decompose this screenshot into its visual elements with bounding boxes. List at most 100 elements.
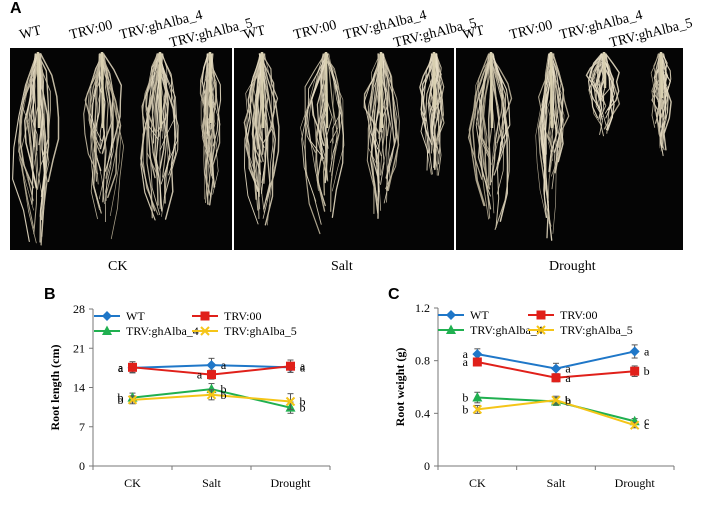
legend-item: WT xyxy=(94,309,145,323)
significance-letter: c xyxy=(644,414,649,428)
condition-label-ck: CK xyxy=(108,259,128,274)
legend-item: TRV:00 xyxy=(528,308,597,322)
data-point xyxy=(286,361,295,371)
series-group: aa b xyxy=(463,355,650,385)
root-bundle xyxy=(199,51,222,206)
significance-letter: b xyxy=(565,394,571,408)
significance-letter: a xyxy=(463,347,469,361)
significance-letter: b xyxy=(221,382,227,396)
root-bundle xyxy=(363,51,400,219)
y-tick-label: 21 xyxy=(73,341,85,355)
root-bundle xyxy=(535,51,570,241)
root-photo-ck xyxy=(10,48,232,250)
root-bundle xyxy=(650,51,672,157)
legend-item: TRV:00 xyxy=(192,309,261,323)
x-tick-label: CK xyxy=(469,476,486,490)
y-tick-label: 7 xyxy=(79,420,85,434)
legend-label: TRV:ghAlba_4 xyxy=(126,324,199,338)
y-axis-title: Root length (cm) xyxy=(48,345,62,431)
root-bundle xyxy=(300,51,345,235)
significance-letter: b xyxy=(644,364,650,378)
significance-letter: b xyxy=(300,401,306,415)
y-tick-label: 14 xyxy=(73,381,85,395)
data-point xyxy=(206,383,217,394)
legend-marker xyxy=(102,311,112,321)
significance-letter: a xyxy=(463,355,469,369)
x-tick-label: Drought xyxy=(615,476,656,490)
data-point xyxy=(472,349,483,360)
data-point xyxy=(128,362,137,372)
significance-letter: b xyxy=(118,391,124,405)
data-point xyxy=(472,392,483,402)
significance-letter: a xyxy=(118,360,124,374)
panel-a-letter: A xyxy=(10,0,22,17)
legend-marker xyxy=(102,325,112,335)
data-point xyxy=(629,346,640,357)
x-tick-label: CK xyxy=(124,476,141,490)
root-bundle xyxy=(12,51,60,246)
legend-label: TRV:ghAlba_4 xyxy=(470,323,543,337)
root-photo-drought xyxy=(456,48,683,250)
legend-marker xyxy=(536,310,546,320)
x-tick-label: Salt xyxy=(547,476,566,490)
legend-item: WT xyxy=(438,308,489,322)
legend-marker xyxy=(200,311,210,321)
root-bundle xyxy=(243,51,280,226)
legend-label: TRV:ghAlba_5 xyxy=(560,323,633,337)
significance-letter: b xyxy=(462,391,468,405)
root-bundle xyxy=(585,51,621,137)
significance-letter: a xyxy=(565,371,571,385)
condition-label-salt: Salt xyxy=(331,259,353,274)
significance-letter: b xyxy=(565,393,571,407)
significance-letter: a xyxy=(221,358,227,372)
significance-letter: a xyxy=(644,344,650,358)
x-tick-label: Drought xyxy=(271,476,312,490)
series-group: bbb xyxy=(118,382,306,415)
y-axis-title: Root weight (g) xyxy=(393,348,407,427)
series-group: aaa xyxy=(118,359,306,381)
y-tick-label: 0 xyxy=(79,459,85,473)
y-tick-label: 1.2 xyxy=(415,301,430,315)
significance-letter: c xyxy=(644,418,649,432)
significance-letter: a xyxy=(197,368,203,382)
root-bundle xyxy=(140,51,179,221)
significance-letter: a xyxy=(300,359,306,373)
legend-marker xyxy=(446,324,456,334)
x-tick-label: Salt xyxy=(202,476,221,490)
legend-item: TRV:ghAlba_4 xyxy=(438,323,543,337)
data-point xyxy=(551,373,561,383)
y-tick-label: 28 xyxy=(73,302,85,316)
root-photo-salt xyxy=(234,48,454,250)
significance-letter: a xyxy=(565,362,571,376)
significance-letter: b xyxy=(221,388,227,402)
data-point xyxy=(629,420,640,430)
condition-label-drought: Drought xyxy=(549,259,596,274)
legend-marker xyxy=(200,326,210,336)
y-tick-label: 0.8 xyxy=(415,354,430,368)
panel-c-letter: C xyxy=(388,286,400,303)
significance-letter: b xyxy=(118,393,124,407)
legend-item: TRV:ghAlba_5 xyxy=(192,324,297,338)
significance-letter: b xyxy=(300,395,306,409)
y-tick-label: 0.4 xyxy=(415,406,430,420)
data-point xyxy=(206,390,217,400)
root-bundle xyxy=(467,51,513,230)
series-group: bbc xyxy=(462,393,649,432)
data-point xyxy=(472,357,482,367)
panel-b-letter: B xyxy=(44,286,56,303)
significance-letter: a xyxy=(300,360,306,374)
data-point xyxy=(207,370,216,380)
significance-letter: b xyxy=(462,402,468,416)
data-point xyxy=(206,360,217,371)
series-group: aaa xyxy=(463,344,650,376)
legend-marker xyxy=(446,310,456,320)
legend-label: WT xyxy=(126,309,145,323)
root-bundle xyxy=(83,51,125,240)
legend-label: TRV:00 xyxy=(560,308,597,322)
legend-label: TRV:ghAlba_5 xyxy=(224,324,297,338)
data-point xyxy=(551,395,561,405)
legend-label: TRV:00 xyxy=(224,309,261,323)
